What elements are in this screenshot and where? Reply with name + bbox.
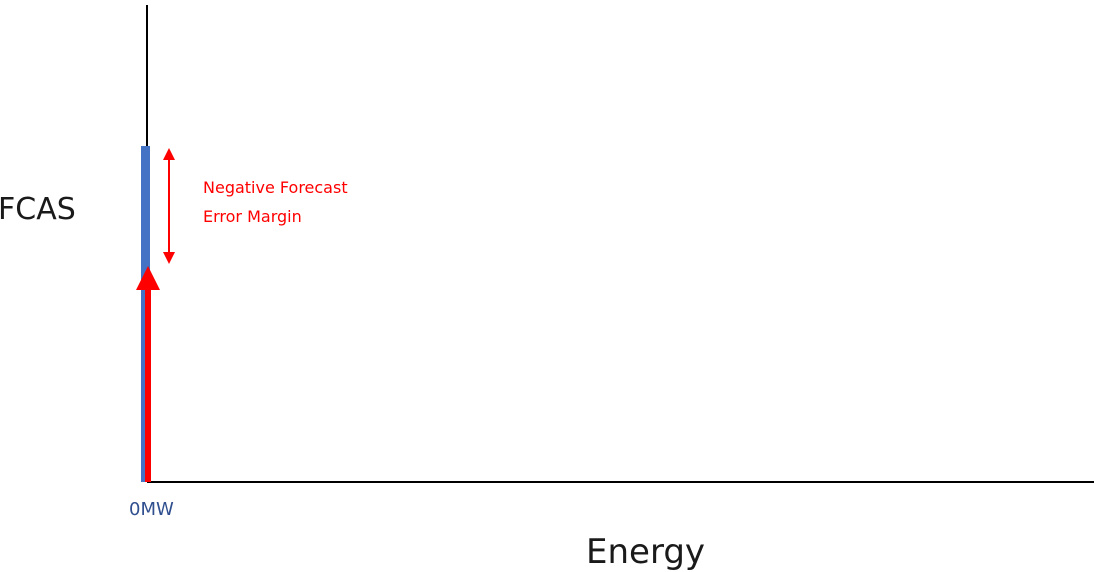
annotation-line-2: Error Margin: [203, 207, 302, 226]
energy-arrow-head: [136, 266, 160, 290]
origin-label: 0MW: [129, 499, 174, 520]
x-axis-label: Energy: [586, 532, 705, 572]
y-axis-label: FCAS: [0, 192, 76, 227]
annotation-line-1: Negative Forecast: [203, 178, 348, 197]
energy-arrow-shaft: [145, 288, 151, 482]
